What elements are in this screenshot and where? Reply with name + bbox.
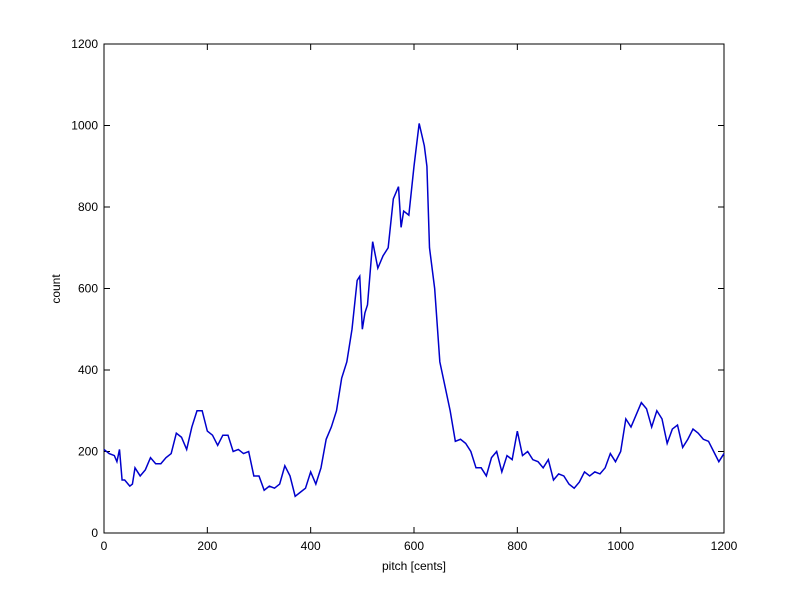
y-tick-label: 0 [91,526,98,540]
data-line [103,123,725,498]
y-axis-label: count [49,274,63,304]
y-tick-label: 1000 [71,119,98,133]
x-tick-label: 0 [101,539,108,553]
y-tick-label: 400 [78,363,98,377]
y-tick-label: 1200 [71,37,98,51]
x-tick-label: 400 [301,539,321,553]
y-tick-label: 600 [78,282,98,296]
x-tick-label: 600 [404,539,424,553]
y-tick-label: 800 [78,200,98,214]
x-tick-label: 1200 [711,539,738,553]
plot-area [103,43,725,534]
x-tick-label: 800 [507,539,527,553]
x-axis-label: pitch [cents] [382,559,446,573]
x-tick-label: 1000 [607,539,634,553]
y-tick-label: 200 [78,445,98,459]
x-tick-label: 200 [197,539,217,553]
